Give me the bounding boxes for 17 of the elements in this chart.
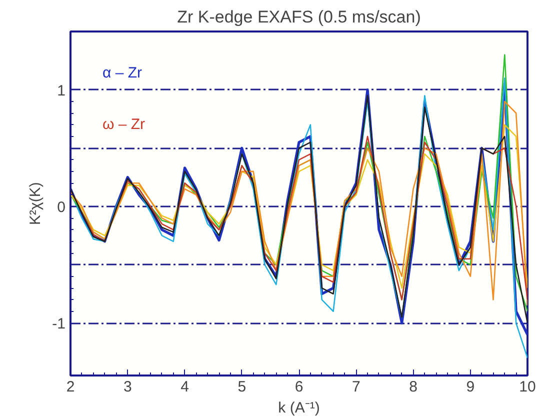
x-tick-label: 10 [519, 378, 536, 396]
text: ω – Zr [102, 116, 146, 133]
y-tick-label: 1 [57, 82, 66, 100]
x-tick-label: 5 [238, 378, 246, 396]
y-tick-label: -1 [52, 316, 66, 333]
y-tick-label: 0 [57, 198, 66, 216]
x-tick-label: 8 [409, 378, 418, 396]
x-tick-label: 7 [352, 378, 360, 396]
x-axis-title: k (A⁻¹) [278, 400, 320, 416]
text: α – Zr [102, 64, 142, 82]
x-tick-label: 9 [466, 378, 475, 396]
y-axis-title: K²χ(K) [27, 182, 44, 225]
chart-title: Zr K-edge EXAFS (0.5 ms/scan) [177, 8, 421, 26]
x-tick-label: 4 [180, 378, 189, 396]
x-tick-label: 2 [66, 378, 75, 396]
x-tick-label: 6 [294, 378, 304, 396]
x-tick-label: 3 [123, 378, 132, 396]
